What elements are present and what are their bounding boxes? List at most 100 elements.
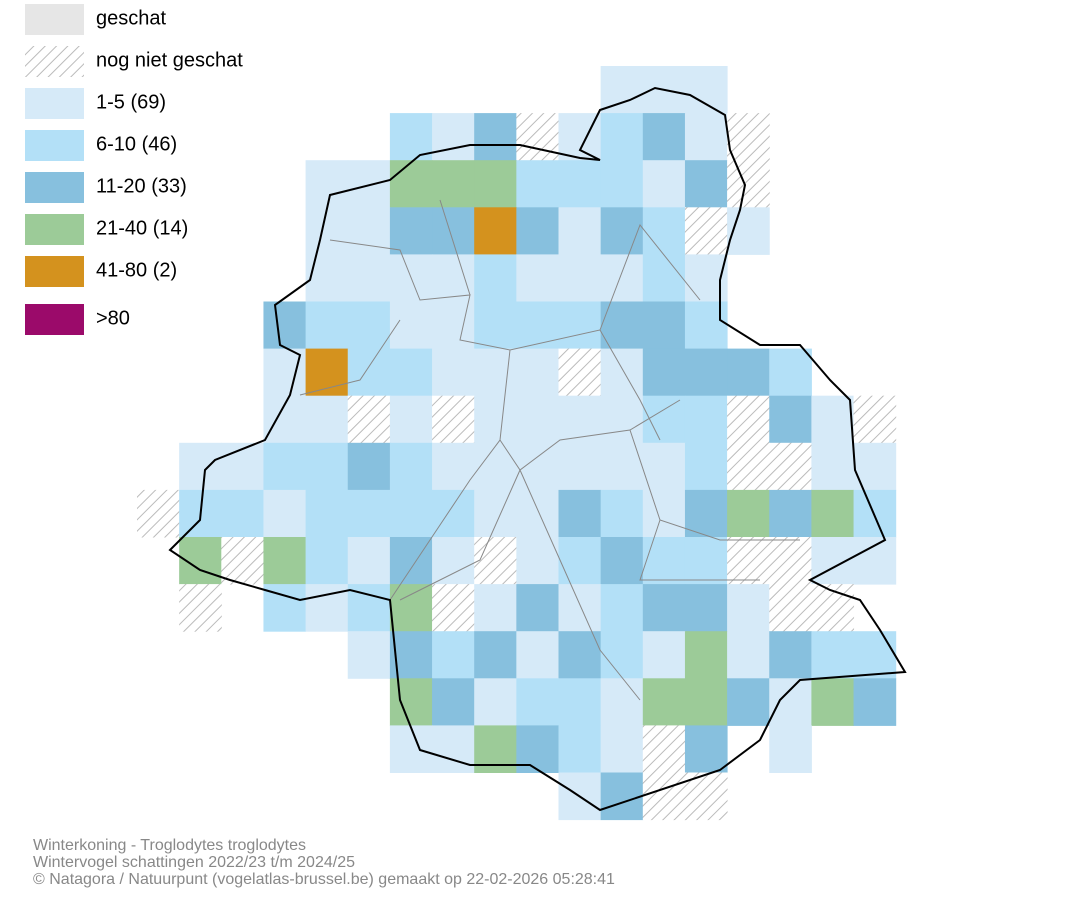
legend-swatch xyxy=(25,256,84,287)
legend-label: 6-10 (46) xyxy=(96,133,177,155)
grid-cell xyxy=(474,489,517,538)
grid-cell xyxy=(474,442,517,491)
grid-cell xyxy=(600,207,644,255)
grid-cell xyxy=(389,678,433,726)
grid-cell xyxy=(558,254,602,302)
grid-cell xyxy=(432,254,475,302)
grid-cell xyxy=(600,631,644,679)
grid-cell xyxy=(474,678,517,726)
grid-cell xyxy=(558,442,602,491)
grid-cell xyxy=(432,348,475,397)
grid-cell xyxy=(516,537,559,585)
grid-cell xyxy=(516,348,559,397)
grid-cell xyxy=(684,348,728,397)
grid-cell xyxy=(727,678,770,726)
municipality-lines xyxy=(299,199,800,701)
grid-cell xyxy=(221,489,264,538)
grid-cell xyxy=(432,160,475,208)
grid-cell xyxy=(347,160,391,208)
grid-cell xyxy=(516,678,559,726)
grid-cell xyxy=(305,207,349,255)
grid-cell xyxy=(432,395,475,444)
grid-cell xyxy=(516,160,559,208)
grid-cell xyxy=(474,348,517,397)
grid-cell xyxy=(179,584,222,632)
legend-label: 41-80 (2) xyxy=(96,259,177,281)
grid-cell xyxy=(811,584,855,632)
grid-cell xyxy=(684,678,728,726)
grid-cell xyxy=(769,442,812,491)
grid-cell xyxy=(684,66,728,114)
grid-cell xyxy=(769,631,812,679)
grid-cell xyxy=(347,395,391,444)
grid-cell xyxy=(389,160,433,208)
grid-cell xyxy=(389,113,433,161)
grid-cell xyxy=(389,207,433,255)
grid-cell xyxy=(642,207,686,255)
grid-cell xyxy=(684,584,728,632)
grid-cell xyxy=(684,160,728,208)
grid-cell xyxy=(432,442,475,491)
grid-cell xyxy=(727,537,770,585)
grid-cell xyxy=(642,584,686,632)
grid-cell xyxy=(684,631,728,679)
grid-cell xyxy=(684,207,728,255)
grid-cell xyxy=(263,442,307,491)
grid-cell xyxy=(389,584,433,632)
grid-cell xyxy=(474,584,517,632)
grid-cell xyxy=(811,631,855,679)
legend-label: nog niet geschat xyxy=(96,49,243,71)
grid-cell xyxy=(600,725,644,773)
grid-cell xyxy=(305,160,349,208)
grid-cell xyxy=(600,584,644,632)
grid-cell xyxy=(474,160,517,208)
grid-cell xyxy=(642,442,686,491)
grid-cell xyxy=(432,489,475,538)
grid-cell xyxy=(769,489,812,538)
grid-cell xyxy=(516,395,559,444)
grid-cell xyxy=(600,348,644,397)
grid-cell xyxy=(642,772,686,821)
grid-cell xyxy=(179,442,222,491)
grid-cell xyxy=(727,113,770,161)
grid-cell xyxy=(600,254,644,302)
grid-cell xyxy=(769,348,812,397)
grid-cell xyxy=(642,631,686,679)
grid-cell xyxy=(642,537,686,585)
legend-label: geschat xyxy=(96,7,166,29)
grid-cell xyxy=(853,678,897,726)
region-border xyxy=(168,86,907,812)
grid-cell xyxy=(558,160,602,208)
grid-cell xyxy=(432,631,475,679)
grid-cell xyxy=(263,301,307,350)
grid-cell xyxy=(558,584,602,632)
grid-cell xyxy=(305,348,349,397)
grid-cell xyxy=(432,537,475,585)
grid-cell xyxy=(305,537,349,585)
grid-cell xyxy=(305,301,349,350)
grid-cell xyxy=(558,348,602,397)
grid-cell xyxy=(347,254,391,302)
grid-cell xyxy=(600,772,644,821)
grid-cell xyxy=(727,442,770,491)
legend-label: 1-5 (69) xyxy=(96,91,166,113)
grid-cell xyxy=(769,537,812,585)
grid-cell xyxy=(853,489,897,538)
grid-cell xyxy=(137,489,180,538)
grid-cell xyxy=(558,207,602,255)
grid-cell xyxy=(516,113,559,161)
grid-cell xyxy=(389,395,433,444)
grid-cell xyxy=(558,678,602,726)
grid-cell xyxy=(642,348,686,397)
grid-cell xyxy=(600,489,644,538)
grid-cell xyxy=(516,207,559,255)
grid-cell xyxy=(727,631,770,679)
grid-cell xyxy=(558,537,602,585)
grid-cell xyxy=(769,678,812,726)
grid-cell xyxy=(684,772,728,821)
grid-cell xyxy=(600,160,644,208)
grid-cell xyxy=(684,537,728,585)
grid-cell xyxy=(474,631,517,679)
legend-swatch xyxy=(25,304,84,335)
